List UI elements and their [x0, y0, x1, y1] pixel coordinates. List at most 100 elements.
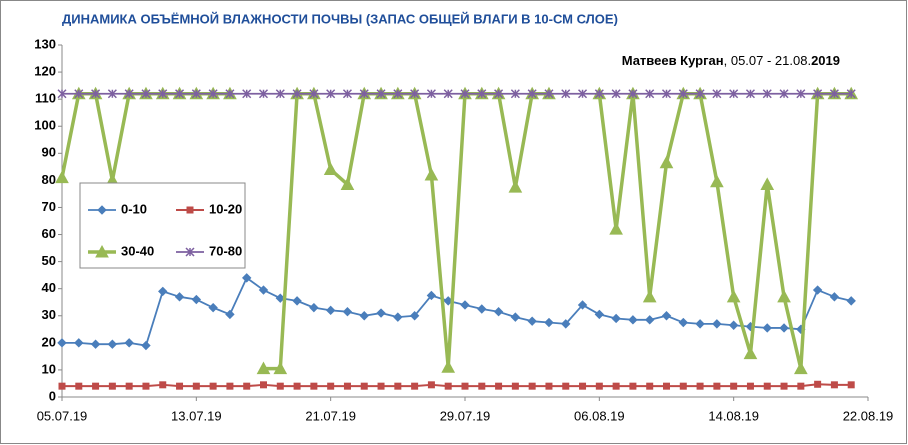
point [528, 382, 536, 390]
chart-title: ДИНАМИКА ОБЪЁМНОЙ ВЛАЖНОСТИ ПОЧВЫ (ЗАПАС… [62, 11, 618, 26]
point [175, 89, 185, 99]
point [159, 381, 167, 389]
point [678, 89, 688, 99]
point [642, 289, 657, 303]
point [176, 382, 184, 390]
point [258, 285, 269, 295]
subtitle: Матвеев Курган, 05.07 - 21.08.2019 [622, 53, 840, 68]
point [191, 89, 201, 99]
point [90, 339, 101, 349]
point [174, 292, 185, 302]
point [310, 382, 318, 390]
point [393, 89, 403, 99]
point [612, 382, 620, 390]
point [158, 89, 168, 99]
x-tick-label: 22.08.19 [843, 408, 894, 423]
point [409, 311, 420, 321]
point [510, 89, 520, 99]
y-tick-label: 130 [34, 36, 56, 51]
point [309, 89, 319, 99]
point [107, 339, 118, 349]
point [730, 382, 738, 390]
point [477, 89, 487, 99]
point [628, 315, 638, 325]
point [443, 89, 453, 99]
point [107, 89, 117, 99]
point [846, 296, 856, 306]
point [191, 294, 202, 305]
point [376, 308, 386, 318]
point [242, 89, 252, 99]
point [124, 89, 134, 99]
y-tick-label: 30 [42, 307, 56, 322]
point [359, 311, 369, 321]
point [185, 247, 195, 257]
point [394, 382, 402, 390]
point [323, 162, 338, 176]
point [92, 382, 100, 390]
x-tick-label: 14.08.19 [708, 408, 759, 423]
point [427, 381, 435, 389]
point [209, 382, 217, 390]
legend-label: 70-80 [209, 243, 242, 258]
point [186, 206, 194, 214]
point [797, 382, 805, 390]
point [695, 319, 705, 329]
point [645, 315, 655, 325]
point [426, 290, 437, 301]
point [645, 89, 655, 99]
point [460, 300, 470, 310]
point [544, 317, 554, 328]
point [779, 323, 789, 333]
point [545, 382, 553, 390]
point [659, 155, 674, 169]
subtitle-part: 2019 [811, 53, 840, 68]
point [460, 89, 470, 99]
y-tick-label: 100 [34, 118, 56, 133]
point [260, 381, 267, 389]
y-tick-label: 90 [42, 145, 56, 160]
point [226, 382, 234, 390]
point [393, 312, 403, 322]
point [578, 89, 588, 99]
point [743, 346, 758, 360]
point [527, 89, 537, 99]
y-tick-label: 20 [42, 334, 56, 349]
point [762, 89, 772, 99]
point [495, 382, 503, 390]
point [609, 222, 623, 235]
y-tick-label: 110 [35, 91, 56, 106]
point [780, 382, 788, 390]
point [812, 285, 823, 295]
point [142, 382, 150, 390]
point [728, 320, 739, 330]
x-tick-label: 21.07.19 [305, 408, 356, 423]
point [359, 89, 369, 99]
point [595, 382, 603, 390]
point [629, 382, 637, 390]
point [779, 89, 789, 99]
point [74, 338, 84, 348]
point [192, 382, 200, 390]
y-tick-label: 0 [49, 388, 56, 403]
point [57, 89, 67, 99]
point [276, 382, 284, 390]
point [444, 382, 452, 390]
legend-box [79, 182, 246, 269]
point [292, 89, 302, 99]
point [679, 382, 687, 390]
point [793, 361, 808, 375]
point [225, 309, 235, 320]
x-tick-label: 13.07.19 [171, 408, 222, 423]
point [661, 89, 672, 99]
point [441, 360, 456, 373]
point [424, 167, 439, 181]
point [97, 205, 107, 215]
point [661, 311, 672, 321]
point [275, 89, 285, 99]
point [343, 382, 351, 390]
point [258, 89, 269, 99]
point [814, 380, 822, 388]
point [57, 338, 67, 348]
